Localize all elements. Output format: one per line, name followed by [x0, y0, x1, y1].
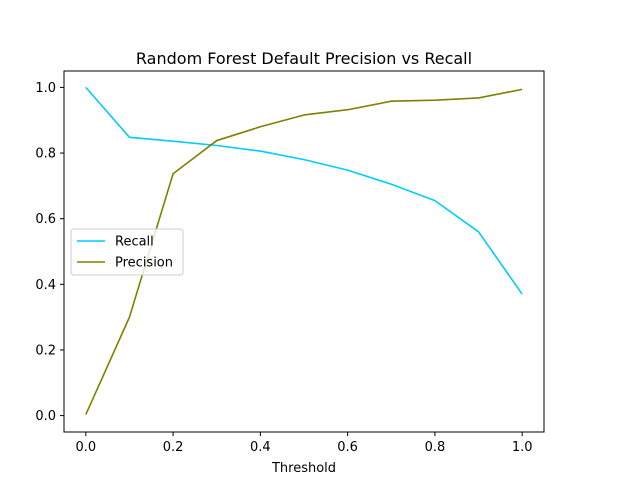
series-line-recall	[85, 86, 523, 295]
legend-label-precision: Precision	[115, 256, 173, 271]
x-tick-label: 0.0	[75, 440, 96, 455]
y-tick-label: 0.8	[35, 147, 56, 162]
plot-lines	[85, 86, 523, 415]
legend-label-recall: Recall	[115, 235, 154, 250]
x-tick-label: 0.6	[337, 440, 358, 455]
y-tick-label: 0.0	[35, 409, 56, 424]
y-tick-label: 0.4	[35, 278, 56, 293]
x-tick-label: 1.0	[512, 440, 533, 455]
chart-title: Random Forest Default Precision vs Recal…	[136, 49, 472, 68]
x-tick-label: 0.4	[250, 440, 271, 455]
x-tick-label: 0.8	[425, 440, 446, 455]
y-tick-label: 1.0	[35, 81, 56, 96]
legend: Recall Precision	[70, 228, 184, 276]
x-tick-label: 0.2	[163, 440, 184, 455]
y-tick-label: 0.2	[35, 343, 56, 358]
y-tick-label: 0.6	[35, 212, 56, 227]
series-line-precision	[85, 88, 523, 415]
x-axis-label: Threshold	[271, 461, 336, 476]
x-axis-ticks: 0.0 0.2 0.4 0.6 0.8 1.0	[75, 432, 533, 455]
axes-frame	[63, 70, 545, 433]
y-axis-ticks: 0.0 0.2 0.4 0.6 0.8 1.0	[35, 81, 64, 424]
